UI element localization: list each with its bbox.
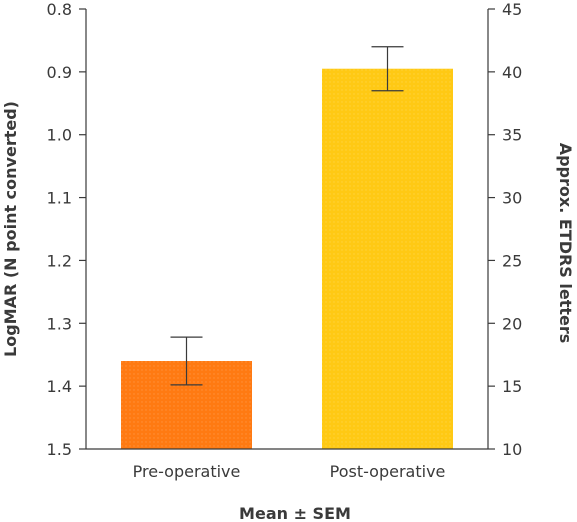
x-category-label: Pre-operative xyxy=(133,462,241,481)
right-axis-ticks: 45 40 35 30 25 20 15 10 xyxy=(488,0,522,459)
y-axis-title: LogMAR (N point converted) xyxy=(1,101,20,357)
y2-tick-label: 30 xyxy=(502,189,522,208)
bar-texture xyxy=(322,68,453,449)
y2-tick-label: 10 xyxy=(502,440,522,459)
y2-tick-label: 45 xyxy=(502,0,522,19)
y-tick-label: 0.9 xyxy=(47,63,72,82)
y2-tick-label: 40 xyxy=(502,63,522,82)
y-tick-label: 1.5 xyxy=(47,440,72,459)
x-axis-title: Mean ± SEM xyxy=(239,504,351,522)
y-tick-label: 1.1 xyxy=(47,189,72,208)
y2-tick-label: 20 xyxy=(502,314,522,333)
x-category-label: Post-operative xyxy=(330,462,446,481)
y2-axis-title: Approx. ETDRS letters xyxy=(556,143,575,344)
y-tick-label: 1.4 xyxy=(47,377,72,396)
bars xyxy=(121,68,453,449)
left-axis-ticks: 0.8 0.9 1.0 1.1 1.2 1.3 1.4 1.5 xyxy=(47,0,86,459)
y2-tick-label: 25 xyxy=(502,251,522,270)
x-axis-categories: Pre-operative Post-operative xyxy=(133,462,446,481)
y-tick-label: 0.8 xyxy=(47,0,72,19)
y-tick-label: 1.0 xyxy=(47,126,72,145)
y-tick-label: 1.3 xyxy=(47,314,72,333)
error-bars xyxy=(170,46,404,386)
y2-tick-label: 35 xyxy=(502,126,522,145)
y-tick-label: 1.2 xyxy=(47,251,72,270)
y2-tick-label: 15 xyxy=(502,377,522,396)
